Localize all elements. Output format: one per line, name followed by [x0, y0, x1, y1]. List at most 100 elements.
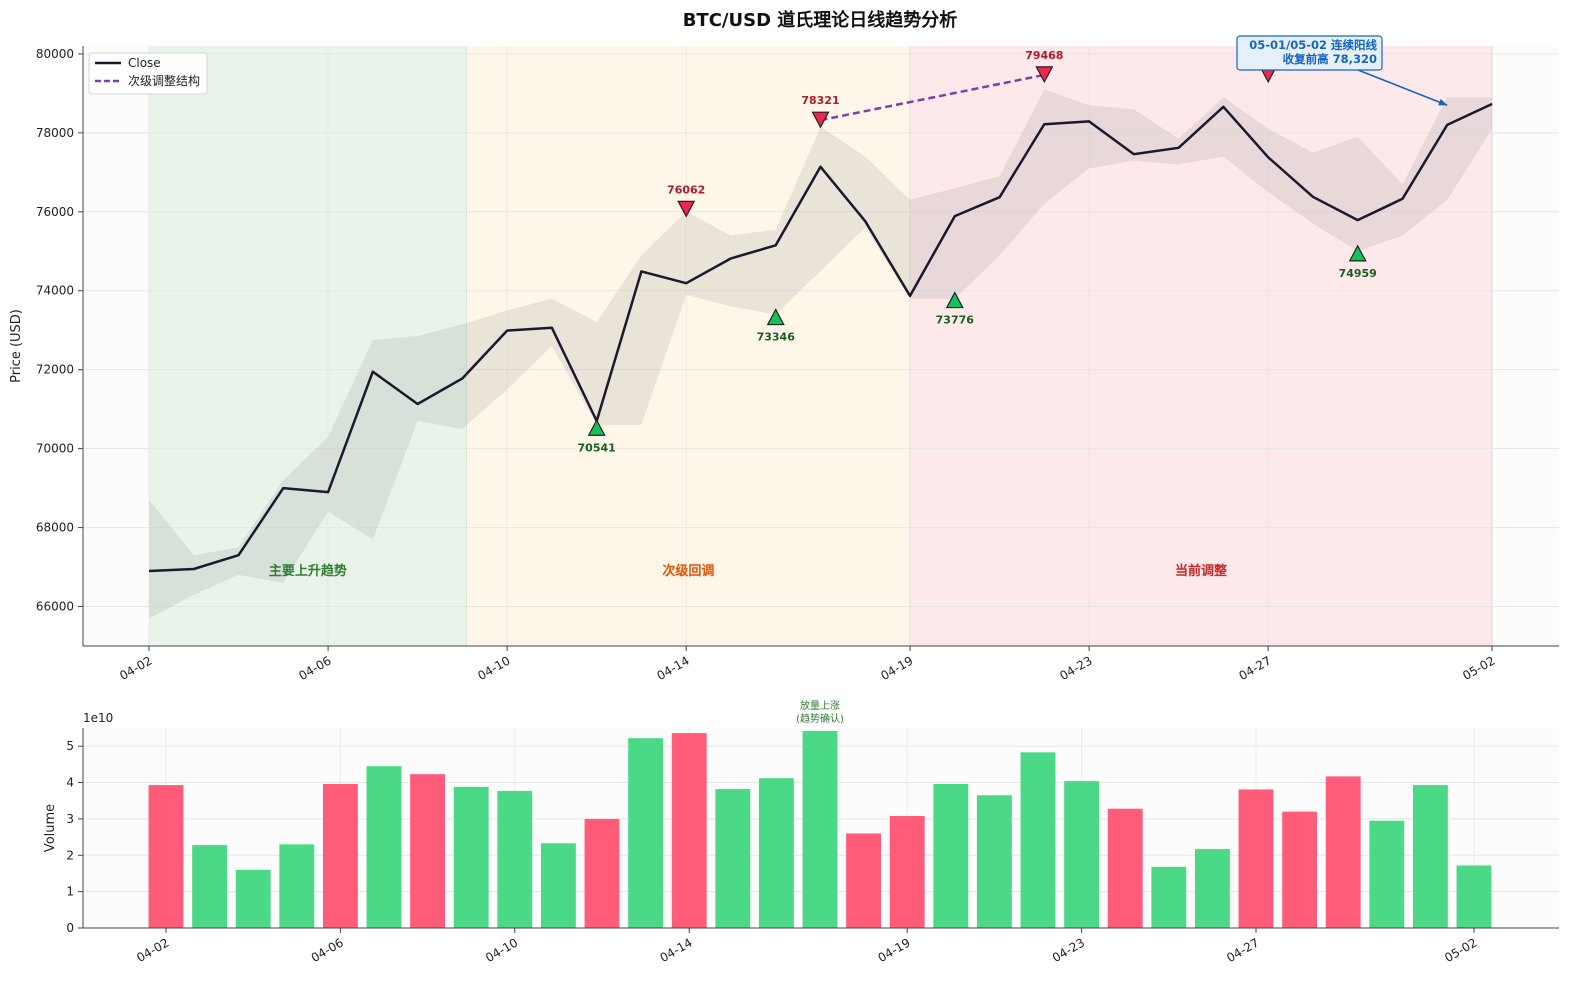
volume-bar: [802, 730, 838, 928]
volume-bar: [235, 869, 271, 928]
volume-x-tick-label: 04-23: [1050, 935, 1087, 965]
volume-bar: [1369, 820, 1405, 928]
volume-bar: [322, 784, 358, 928]
volume-bar: [1238, 789, 1274, 928]
trough-label: 73776: [936, 314, 975, 327]
volume-bar: [1412, 785, 1448, 928]
trough-label: 74959: [1339, 267, 1377, 280]
trough-label: 70541: [578, 441, 616, 454]
volume-x-tick-label: 04-06: [309, 935, 346, 965]
price-x-tick-label: 04-06: [296, 653, 333, 683]
volume-bar: [1064, 781, 1100, 928]
volume-bar: [584, 818, 620, 928]
legend-label-secondary: 次级调整结构: [128, 73, 200, 88]
volume-bar: [410, 774, 446, 928]
volume-bar: [1107, 808, 1143, 928]
price-x-tick-label: 04-19: [878, 653, 915, 683]
trend-region-3: [910, 46, 1492, 646]
volume-y-tick-label: 5: [66, 739, 74, 753]
price-y-tick-label: 72000: [36, 363, 74, 377]
volume-bar: [976, 795, 1012, 928]
volume-bar: [715, 789, 751, 928]
peak-marker: [677, 200, 696, 218]
volume-bar: [1282, 811, 1318, 928]
volume-y-tick-label: 2: [66, 848, 74, 862]
price-y-tick-label: 74000: [36, 284, 74, 298]
trend-region-label-2: 次级回调: [662, 563, 714, 579]
volume-bar: [1151, 866, 1187, 928]
secondary-structure-line: [820, 73, 1045, 122]
trough-marker: [766, 308, 785, 326]
volume-y-tick-label: 0: [66, 921, 74, 935]
volume-bar: [497, 790, 533, 928]
volume-bar: [1325, 776, 1361, 928]
price-y-tick-label: 68000: [36, 521, 74, 535]
volume-x-tick-label: 04-10: [483, 935, 520, 965]
price-y-tick-label: 78000: [36, 126, 74, 140]
price-x-tick-label: 04-02: [117, 653, 154, 683]
price-x-tick-label: 04-10: [475, 653, 512, 683]
peak-marker: [811, 111, 830, 129]
volume-bar: [628, 738, 664, 928]
volume-x-tick-label: 04-27: [1224, 935, 1261, 965]
price-y-tick-label: 66000: [36, 600, 74, 614]
annotation-arrow-line: [1357, 69, 1448, 106]
legend-label-close: Close: [128, 56, 161, 70]
volume-x-tick-label: 05-02: [1442, 935, 1479, 965]
volume-y-tick-label: 4: [66, 776, 74, 790]
price-y-axis-title: Price (USD): [9, 309, 24, 383]
volume-annotation-line-1: 放量上涨: [800, 699, 840, 712]
volume-panel: 0 1 2 3 4 5 04-02 04-06 04-10 04-14 04-19 04-23 04-2…: [43, 699, 1559, 965]
trough-marker: [587, 419, 606, 436]
volume-bar: [279, 844, 315, 928]
trend-region-label-3: 当前调整: [1175, 563, 1228, 579]
volume-bar: [758, 778, 794, 928]
volume-bar: [192, 845, 228, 928]
annotation-text-line-2: 收复前高 78,320: [1283, 52, 1377, 66]
price-x-tick-label: 04-27: [1236, 653, 1273, 683]
trough-label: 73346: [757, 331, 796, 344]
volume-y-tick-label: 1: [66, 885, 74, 899]
volume-bar: [846, 833, 882, 928]
volume-scale-label: 1e10: [83, 711, 113, 725]
volume-x-tick-label: 04-02: [134, 935, 171, 965]
volume-annotation-line-2: (趋势确认): [796, 712, 844, 725]
volume-y-axis-title: Volume: [43, 804, 58, 852]
volume-y-tick-label: 3: [66, 812, 74, 826]
annotation-arrowhead: [1438, 98, 1448, 106]
peak-label: 79468: [1025, 49, 1063, 62]
peak-marker: [1035, 66, 1054, 84]
annotation-text-line-1: 05-01/05-02 连续阳线: [1249, 38, 1377, 52]
price-y-tick-label: 80000: [36, 47, 74, 61]
price-panel: 76062 78321 79468 70541 73346 73776 74959 主要上升…: [9, 35, 1559, 683]
peak-label: 76062: [667, 183, 705, 196]
trend-region-label-1: 主要上升趋势: [269, 563, 347, 579]
trend-region-1: [149, 46, 467, 646]
chart-title: BTC/USD 道氏理论日线趋势分析: [683, 9, 958, 31]
volume-bar: [933, 784, 969, 928]
price-y-tick-label: 76000: [36, 205, 74, 219]
trough-marker: [945, 291, 964, 309]
price-y-tick-label: 70000: [36, 442, 74, 456]
volume-bar: [366, 766, 402, 928]
volume-bar: [889, 816, 925, 928]
volume-x-tick-label: 04-19: [875, 935, 912, 965]
volume-bar: [453, 786, 489, 928]
volume-bar: [1020, 752, 1056, 928]
price-x-tick-label: 04-14: [654, 653, 691, 683]
annotation-box: [1236, 35, 1383, 71]
close-price-line: [148, 102, 1493, 573]
peak-label: 78321: [801, 94, 839, 107]
trend-region-2: [466, 46, 911, 646]
volume-bar: [1456, 865, 1492, 928]
volume-x-tick-label: 04-14: [657, 935, 694, 965]
volume-bar: [148, 785, 184, 928]
volume-bar: [540, 843, 576, 928]
volume-bar: [671, 733, 707, 928]
price-x-tick-label: 05-02: [1460, 653, 1497, 683]
price-x-tick-label: 04-23: [1057, 653, 1094, 683]
trough-marker: [1348, 244, 1367, 262]
price-range-band: [149, 89, 1492, 619]
volume-bar: [1194, 849, 1230, 928]
